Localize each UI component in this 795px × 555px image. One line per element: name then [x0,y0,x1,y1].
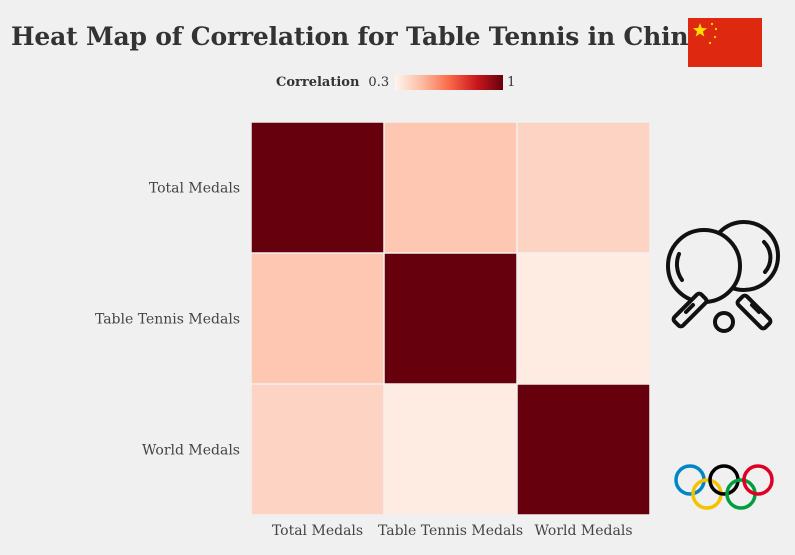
colorbar-gradient [395,75,504,90]
x-tick-label: Table Tennis Medals [378,523,523,539]
heatmap-cell-2-2 [517,384,650,515]
colorbar-title: Correlation [276,75,360,90]
table-tennis-paddles-icon [664,218,788,342]
colorbar-max-label: 1 [507,75,516,90]
heatmap-cell-2-1 [384,384,517,515]
heatmap-cell-1-1 [384,253,517,384]
x-tick-label: Total Medals [272,523,363,539]
chart-title: Heat Map of Correlation for Table Tennis… [11,22,705,51]
colorbar-min-label: 0.3 [368,75,390,90]
olympic-rings-icon [672,462,778,518]
y-tick-label: Table Tennis Medals [95,312,240,328]
heatmap-cell-0-2 [517,122,650,253]
x-tick-label: World Medals [534,523,632,539]
heatmap-cell-1-0 [251,253,384,384]
y-tick-label: World Medals [142,443,240,459]
heatmap-cell-0-1 [384,122,517,253]
heatmap-cell-0-0 [251,122,384,253]
heatmap-cell-2-0 [251,384,384,515]
y-tick-label: Total Medals [149,181,240,197]
colorbar-legend: Correlation 0.3 1 [276,75,515,90]
heatmap-cell-1-2 [517,253,650,384]
china-flag-icon [688,18,762,71]
